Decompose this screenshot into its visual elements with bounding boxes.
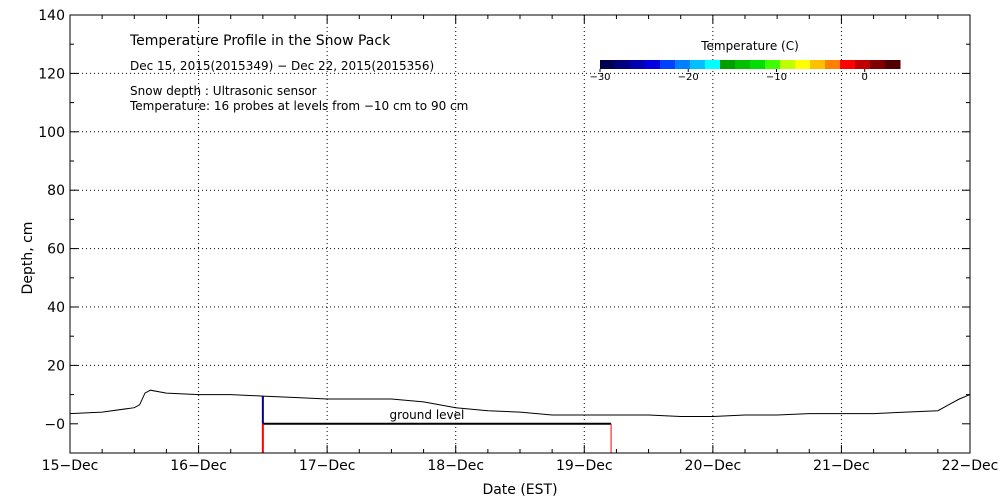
grid-lines (70, 15, 970, 453)
y-tick-label: 40 (47, 300, 65, 316)
colorbar-swatch (675, 60, 691, 69)
y-tick-label: 120 (38, 66, 65, 82)
colorbar-swatch (690, 60, 706, 69)
colorbar-swatch (630, 60, 646, 69)
colorbar-swatch (825, 60, 841, 69)
colorbar-swatch (840, 60, 856, 69)
y-tick-labels: −0 20 40 60 80 100 120 140 (38, 8, 65, 433)
x-tick-label: 22−Dec (942, 458, 999, 474)
x-axis-label: Date (EST) (482, 482, 557, 498)
colorbar-swatch (705, 60, 721, 69)
annotation-temperature: Temperature: 16 probes at levels from −1… (129, 99, 468, 113)
y-axis-label: Depth, cm (20, 222, 36, 295)
y-tick-label: 60 (47, 242, 65, 258)
x-tick-label: 21−Dec (813, 458, 870, 474)
colorbar-swatch (885, 60, 901, 69)
colorbar-tick-label: −10 (766, 72, 787, 83)
y-tick-label: 140 (38, 8, 65, 24)
colorbar-swatch (660, 60, 676, 69)
annotation-snow-depth: Snow depth : Ultrasonic sensor (130, 84, 317, 98)
colorbar-swatch (870, 60, 886, 69)
colorbar-tick-label: 0 (862, 72, 868, 83)
x-tick-label: 15−Dec (42, 458, 99, 474)
colorbar-swatch (765, 60, 781, 69)
x-tick-label: 19−Dec (556, 458, 613, 474)
colorbar-tick-labels: −30 −20 −10 0 (589, 72, 867, 83)
axis-ticks (69, 14, 971, 454)
colorbar-swatch (600, 60, 616, 69)
x-tick-label: 20−Dec (685, 458, 742, 474)
chart-title: Temperature Profile in the Snow Pack (129, 33, 391, 49)
y-tick-label: 20 (47, 358, 65, 374)
colorbar-swatch (810, 60, 826, 69)
colorbar-swatch (780, 60, 796, 69)
colorbar-swatch (750, 60, 766, 69)
x-tick-label: 17−Dec (299, 458, 356, 474)
colorbar-swatch (795, 60, 811, 69)
colorbar-swatch (645, 60, 661, 69)
colorbar-swatch (615, 60, 631, 69)
colorbar-title: Temperature (C) (700, 39, 799, 53)
chart-subtitle: Dec 15, 2015(2015349) − Dec 22, 2015(201… (130, 59, 434, 73)
ground-level-label: ground level (390, 408, 465, 422)
colorbar-tick-label: −30 (589, 72, 610, 83)
x-tick-label: 18−Dec (427, 458, 484, 474)
colorbar-tick-label: −20 (678, 72, 699, 83)
colorbar-swatch (855, 60, 871, 69)
y-tick-label: 100 (38, 125, 65, 141)
plot-frame (69, 14, 971, 454)
y-tick-label: 80 (47, 183, 65, 199)
colorbar-swatch (735, 60, 751, 69)
x-tick-labels: 15−Dec 16−Dec 17−Dec 18−Dec 19−Dec 20−Dec 21−D… (42, 458, 999, 474)
temperature-colorbar (599, 60, 901, 72)
y-tick-label: −0 (44, 417, 65, 433)
colorbar-swatch (720, 60, 736, 69)
snow-depth-line (69, 389, 971, 417)
x-tick-label: 16−Dec (170, 458, 227, 474)
ground-level-marker: ground level (261, 396, 612, 453)
